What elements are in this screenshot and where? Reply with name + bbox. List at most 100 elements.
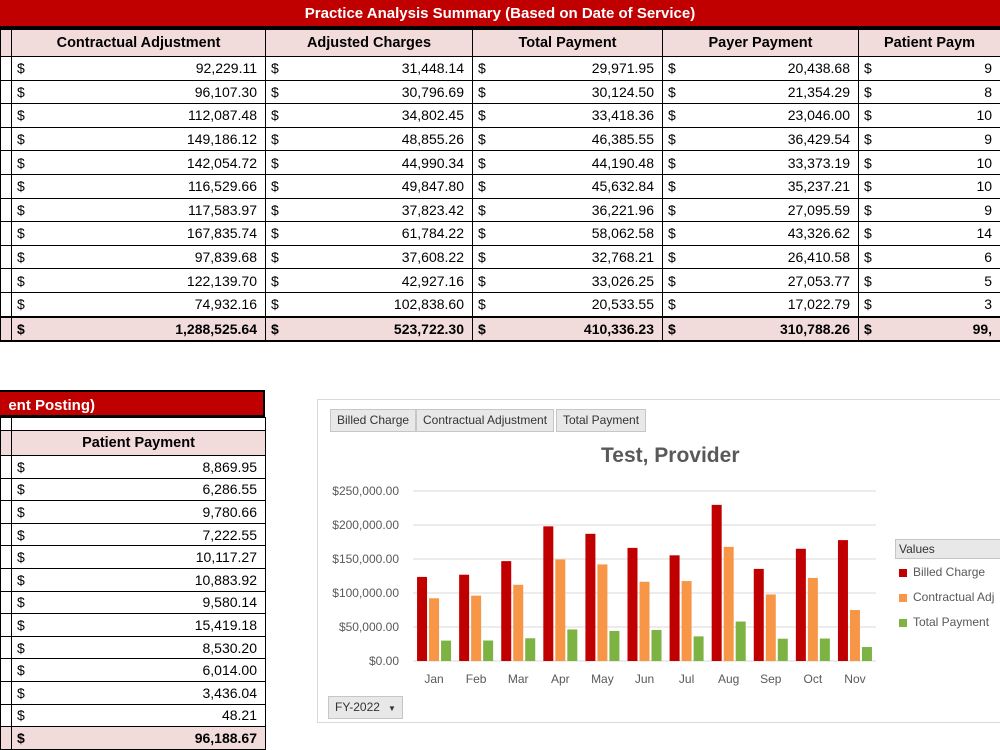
row-header-cell[interactable] [0, 545, 12, 569]
bar-total-payment[interactable] [861, 647, 872, 661]
row-header-cell[interactable] [0, 56, 12, 81]
row-header-cell[interactable] [0, 590, 12, 615]
currency-symbol[interactable]: $ [858, 198, 881, 223]
currency-symbol[interactable]: $ [11, 150, 34, 175]
cell-patient-payment[interactable]: 14 [880, 221, 1000, 246]
currency-symbol[interactable]: $ [662, 268, 685, 293]
bar-total-payment[interactable] [525, 638, 536, 661]
header-patient-payment[interactable]: Patient Payment [11, 430, 266, 456]
currency-symbol[interactable]: $ [472, 103, 495, 128]
cell-payer-payment[interactable]: 27,053.77 [684, 268, 860, 293]
cell-adjusted-charges[interactable]: 102,838.60 [287, 292, 473, 318]
cell-payer-payment[interactable]: 26,410.58 [684, 245, 860, 270]
currency-symbol[interactable]: $ [11, 545, 34, 569]
currency-symbol[interactable]: $ [265, 127, 288, 152]
row-header-cell[interactable] [0, 174, 12, 199]
currency-symbol[interactable]: $ [11, 726, 34, 750]
cell-payer-payment[interactable]: 23,046.00 [684, 103, 860, 128]
cell-payer-payment[interactable]: 20,438.68 [684, 56, 860, 81]
row-header-cell[interactable] [0, 680, 12, 705]
header-payer-payment[interactable]: Payer Payment [661, 28, 860, 57]
row-header-cell[interactable] [0, 703, 12, 728]
cell-patient-payment[interactable]: 10,883.92 [33, 567, 266, 592]
fiscal-year-filter[interactable]: FY-2022 ▼ [328, 696, 403, 719]
legend-item[interactable]: Billed Charge [899, 565, 985, 579]
cell-adjusted-charges[interactable]: 42,927.16 [287, 268, 473, 293]
cell-contractual-adjustment[interactable]: 96,107.30 [33, 80, 266, 105]
bar-total-payment[interactable] [777, 638, 788, 661]
currency-symbol[interactable]: $ [472, 127, 495, 152]
cell-contractual-adjustment[interactable]: 116,529.66 [33, 174, 266, 199]
currency-symbol[interactable]: $ [265, 221, 288, 246]
cell-adjusted-charges[interactable]: 31,448.14 [287, 56, 473, 81]
cell-total-payment[interactable]: 20,533.55 [494, 292, 663, 318]
bar-contractual-adjustment[interactable] [765, 594, 776, 661]
bar-total-payment[interactable] [735, 621, 746, 661]
cell-adjusted-charges[interactable]: 61,784.22 [287, 221, 473, 246]
row-header-cell[interactable] [0, 315, 12, 343]
currency-symbol[interactable]: $ [11, 174, 34, 199]
currency-symbol[interactable]: $ [662, 198, 685, 223]
cell-payer-payment[interactable]: 17,022.79 [684, 292, 860, 318]
currency-symbol[interactable]: $ [662, 80, 685, 105]
currency-symbol[interactable]: $ [265, 150, 288, 175]
bar-total-payment[interactable] [609, 630, 620, 661]
currency-symbol[interactable]: $ [265, 80, 288, 105]
cell-patient-payment[interactable]: 8 [880, 80, 1000, 105]
currency-symbol[interactable]: $ [11, 613, 34, 637]
currency-symbol[interactable]: $ [472, 198, 495, 223]
bar-contractual-adjustment[interactable] [429, 598, 440, 661]
cell-total-payment[interactable]: 33,026.25 [494, 268, 663, 293]
cell-payer-payment[interactable]: 35,237.21 [684, 174, 860, 199]
currency-symbol[interactable]: $ [11, 635, 34, 660]
currency-symbol[interactable]: $ [662, 56, 685, 81]
cell-contractual-adjustment[interactable]: 112,087.48 [33, 103, 266, 128]
cell-payer-payment[interactable]: 36,429.54 [684, 127, 860, 152]
row-header-cell[interactable] [0, 635, 12, 660]
cell-total-payment[interactable]: 44,190.48 [494, 150, 663, 175]
currency-symbol[interactable]: $ [11, 292, 34, 318]
bar-billed-charge[interactable] [627, 547, 638, 661]
cell-total-payment[interactable]: 30,124.50 [494, 80, 663, 105]
currency-symbol[interactable]: $ [858, 150, 881, 175]
currency-symbol[interactable]: $ [265, 245, 288, 270]
cell-patient-payment[interactable]: 15,419.18 [33, 613, 266, 637]
currency-symbol[interactable]: $ [265, 292, 288, 318]
row-header-cell[interactable] [0, 245, 12, 270]
row-header-cell[interactable] [0, 268, 12, 293]
bar-total-payment[interactable] [819, 638, 830, 661]
row-header-cell[interactable] [0, 150, 12, 175]
currency-symbol[interactable]: $ [11, 127, 34, 152]
cell-adjusted-charges[interactable]: 34,802.45 [287, 103, 473, 128]
cell-patient-payment[interactable]: 10 [880, 174, 1000, 199]
cell-total-payment[interactable]: 29,971.95 [494, 56, 663, 81]
cell-adjusted-charges[interactable]: 44,990.34 [287, 150, 473, 175]
currency-symbol[interactable]: $ [11, 103, 34, 128]
currency-symbol[interactable]: $ [858, 221, 881, 246]
currency-symbol[interactable]: $ [265, 56, 288, 81]
currency-symbol[interactable]: $ [472, 80, 495, 105]
currency-symbol[interactable]: $ [662, 221, 685, 246]
currency-symbol[interactable]: $ [472, 174, 495, 199]
currency-symbol[interactable]: $ [472, 292, 495, 318]
cell-total-payment[interactable]: 33,418.36 [494, 103, 663, 128]
cell-total-payment[interactable]: 32,768.21 [494, 245, 663, 270]
bar-billed-charge[interactable] [417, 576, 428, 661]
chart-legend[interactable]: Values Billed Charge Contractual Adj Total… [895, 539, 1000, 629]
row-header-cell[interactable] [0, 455, 12, 479]
bar-contractual-adjustment[interactable] [597, 564, 608, 661]
currency-symbol[interactable]: $ [858, 127, 881, 152]
row-header-cell[interactable] [0, 522, 12, 547]
legend-item[interactable]: Contractual Adj [899, 590, 994, 604]
bar-billed-charge[interactable] [795, 548, 806, 661]
row-header-cell[interactable] [0, 613, 12, 637]
bar-contractual-adjustment[interactable] [471, 595, 482, 661]
header-contractual-adjustment[interactable]: Contractual Adjustment [11, 28, 266, 57]
bar-total-payment[interactable] [567, 629, 578, 661]
currency-symbol[interactable]: $ [858, 268, 881, 293]
bar-total-payment[interactable] [651, 629, 662, 661]
cell-patient-payment[interactable]: 9,780.66 [33, 500, 266, 524]
currency-symbol[interactable]: $ [11, 315, 34, 343]
row-header-cell[interactable] [0, 500, 12, 524]
row-header-cell[interactable] [0, 658, 12, 682]
